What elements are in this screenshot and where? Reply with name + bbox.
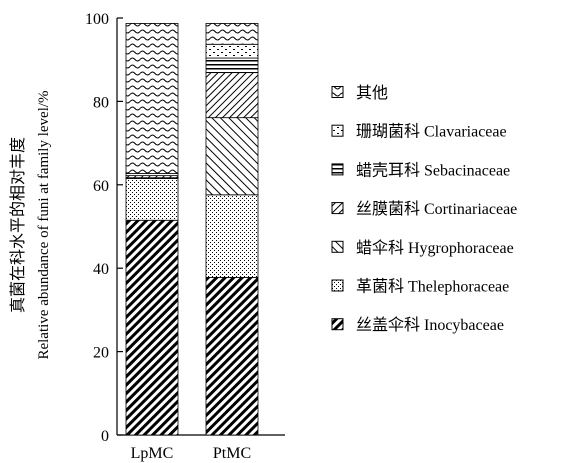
legend-label: 蜡壳耳科 Sebacinaceae <box>356 161 510 179</box>
x-axis-labels: LpMC PtMC <box>131 445 251 462</box>
y-tick-label: 20 <box>93 345 109 362</box>
bar-segment-ptmc-3 <box>205 72 259 119</box>
y-tick-label: 40 <box>93 261 109 278</box>
x-category-label: PtMC <box>213 445 251 462</box>
bar-segment-lpmc-1 <box>125 178 179 221</box>
legend-swatch <box>331 86 344 98</box>
axes: 0 20 40 60 80 100 <box>85 11 285 445</box>
legend-swatch <box>331 163 344 176</box>
bar-segment-lpmc-0 <box>125 219 179 436</box>
bars <box>125 23 259 436</box>
x-category-label: LpMC <box>131 445 174 462</box>
y-axis-label-cn: 真菌在科水平的相对丰度 <box>9 137 27 313</box>
y-axis-label-en: Relative abundance of funi at family lev… <box>36 90 52 359</box>
legend-swatch <box>331 202 344 215</box>
legend-swatch <box>331 240 344 253</box>
bar-segment-ptmc-2 <box>205 117 259 196</box>
y-tick-label: 60 <box>93 178 109 195</box>
legend-swatch <box>331 124 344 137</box>
y-tick-label: 100 <box>85 11 109 28</box>
legend-swatch <box>331 318 344 331</box>
legend-label: 丝膜菌科 Cortinariaceae <box>356 200 517 218</box>
bar-segment-ptmc-6 <box>205 23 259 45</box>
legend-label: 革菌科 Thelephoraceae <box>356 278 509 296</box>
legend-label: 蜡伞科 Hygrophoraceae <box>356 239 514 257</box>
y-tick-label: 80 <box>93 94 109 111</box>
legend-label: 丝盖伞科 Inocybaceae <box>356 316 504 334</box>
y-tick-label: 0 <box>101 428 109 445</box>
bar-segment-ptmc-0 <box>205 276 259 436</box>
bar-segment-ptmc-5 <box>205 43 259 59</box>
legend-label: 珊瑚菌科 Clavariaceae <box>356 123 507 141</box>
bar-segment-ptmc-1 <box>205 194 259 278</box>
legend-swatch <box>331 279 344 292</box>
bar-segment-ptmc-4 <box>205 57 259 74</box>
legend-label: 其他 <box>356 84 388 102</box>
bar-segment-lpmc-6 <box>125 23 179 174</box>
